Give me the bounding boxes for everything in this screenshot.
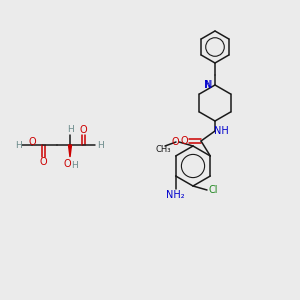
Text: Cl: Cl: [208, 185, 218, 195]
Polygon shape: [68, 145, 71, 157]
Text: H: H: [97, 140, 104, 149]
Text: O: O: [63, 159, 71, 169]
Text: H: H: [15, 140, 21, 149]
Text: N: N: [204, 80, 212, 90]
Text: O: O: [39, 157, 47, 167]
Text: O: O: [79, 125, 87, 135]
Text: H: H: [67, 125, 73, 134]
Text: CH₃: CH₃: [155, 145, 171, 154]
Text: NH: NH: [214, 126, 228, 136]
Text: O: O: [28, 137, 36, 147]
Text: O: O: [171, 137, 179, 147]
Text: O: O: [180, 136, 188, 146]
Text: H: H: [72, 160, 78, 169]
Text: N: N: [205, 80, 213, 90]
Text: NH₂: NH₂: [167, 190, 185, 200]
